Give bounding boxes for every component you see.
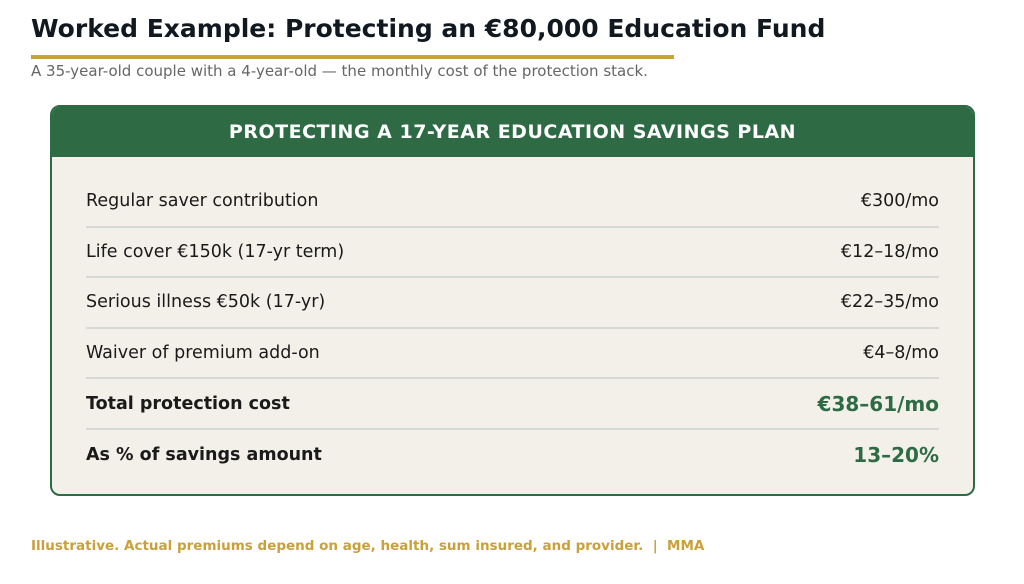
row-value: €300/mo (860, 191, 939, 212)
row-label: Waiver of premium add-on (86, 343, 320, 364)
table-row: Total protection cost €38–61/mo (86, 379, 939, 430)
title-rule (31, 55, 674, 59)
table-row: Serious illness €50k (17-yr) €22–35/mo (86, 278, 939, 329)
table-rows: Regular saver contribution €300/mo Life co… (86, 177, 939, 481)
footer-source: MMA (667, 538, 705, 554)
row-value: €22–35/mo (840, 292, 939, 313)
table-row: Waiver of premium add-on €4–8/mo (86, 329, 939, 380)
table-row: Regular saver contribution €300/mo (86, 177, 939, 228)
row-label: As % of savings amount (86, 445, 322, 466)
row-label: Serious illness €50k (17-yr) (86, 292, 326, 313)
row-value: €12–18/mo (840, 241, 939, 262)
subtitle: A 35-year-old couple with a 4-year-old —… (31, 62, 648, 80)
table-row: As % of savings amount 13–20% (86, 430, 939, 481)
table-row: Life cover €150k (17-yr term) €12–18/mo (86, 228, 939, 279)
table-card: PROTECTING A 17-YEAR EDUCATION SAVINGS P… (50, 105, 975, 496)
row-label: Total protection cost (86, 393, 290, 414)
footer-note: Illustrative. Actual premiums depend on … (31, 538, 644, 554)
row-label: Regular saver contribution (86, 191, 319, 212)
row-value: 13–20% (853, 443, 939, 468)
footer: Illustrative. Actual premiums depend on … (31, 538, 705, 554)
row-value: €38–61/mo (817, 391, 939, 416)
table-title: PROTECTING A 17-YEAR EDUCATION SAVINGS P… (52, 107, 973, 157)
row-value: €4–8/mo (863, 343, 939, 364)
title: Worked Example: Protecting an €80,000 Ed… (31, 14, 826, 43)
row-label: Life cover €150k (17-yr term) (86, 241, 345, 262)
